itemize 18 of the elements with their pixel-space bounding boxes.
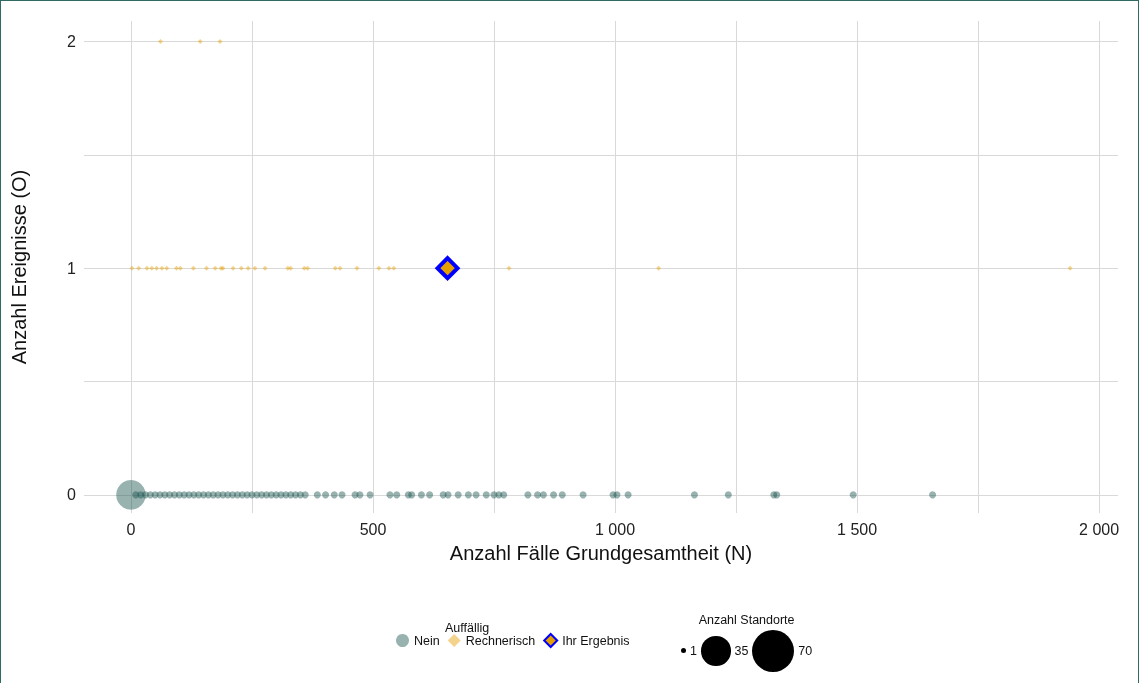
y-axis-title: Anzahl Ereignisse (O) xyxy=(8,169,30,365)
y-tick-label: 1 xyxy=(67,259,77,277)
legend-label: Rechnerisch xyxy=(465,633,536,648)
x-tick-label: 2 000 xyxy=(1079,520,1120,538)
x-tick-label: 1 500 xyxy=(837,520,878,538)
x-tick-label: 500 xyxy=(359,520,387,538)
legend-title: Auffällig xyxy=(445,620,490,635)
legend-label: 1 xyxy=(690,643,697,658)
x-axis-title: Anzahl Fälle Grundgesamtheit (N) xyxy=(449,542,753,564)
y-tick-label: 2 xyxy=(67,32,77,50)
x-tick-label: 0 xyxy=(126,520,136,538)
legend-label: Nein xyxy=(414,633,440,648)
legend-label: 70 xyxy=(798,643,813,658)
legend-label: 35 xyxy=(734,643,749,658)
text: Anzahl Standorte xyxy=(697,613,796,627)
x-tick-label: 1 000 xyxy=(595,520,636,538)
y-tick-label: 0 xyxy=(67,486,77,504)
legend-label: Ihr Ergebnis xyxy=(562,633,630,648)
